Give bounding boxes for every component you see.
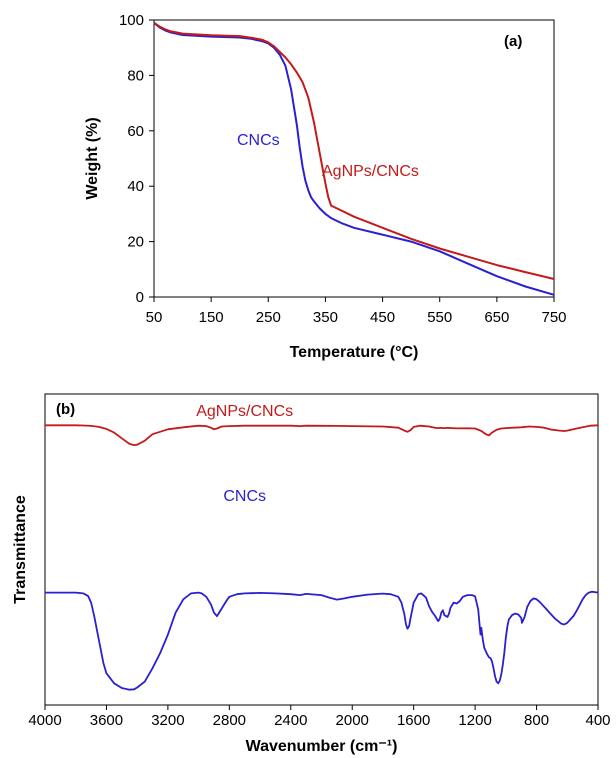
panel-a-y-tick-label: 80 (127, 67, 144, 84)
panel-a-x-tick-label: 250 (256, 309, 281, 326)
panel-b-x-tick-label: 800 (524, 712, 549, 729)
panel-b-x-tick-label: 2000 (336, 712, 369, 729)
panel-b-y-axis-title: Transmittance (12, 495, 29, 604)
panel-b-chart: (b) Wavenumber (cm⁻¹) Transmittance AgNP… (12, 393, 611, 755)
panel-b-x-tick-label: 1200 (458, 712, 491, 729)
panel-a-x-axis-title: Temperature (°C) (290, 344, 419, 361)
panel-b-x-tick-label: 1600 (397, 712, 430, 729)
panel-a-x-tick-label: 450 (370, 309, 395, 326)
panel-b-x-tick-label: 2800 (213, 712, 246, 729)
panel-b-x-tick-label: 3200 (151, 712, 184, 729)
panel-a-series-line-cncs (153, 22, 555, 296)
panel-b-series-label-agnps-cncs: AgNPs/CNCs (196, 403, 293, 420)
panel-b-x-axis-title: Wavenumber (cm⁻¹) (246, 738, 398, 755)
panel-a-label: (a) (504, 33, 522, 50)
panel-a-y-tick-label: 40 (127, 178, 144, 195)
panel-b-series-line-cncs (45, 590, 599, 691)
panel-a-series-label-agnps-cncs: AgNPs/CNCs (322, 163, 419, 180)
panel-a-x-tick-label: 150 (199, 309, 224, 326)
panel-b-label: (b) (56, 401, 75, 418)
panel-a-series-label-cncs: CNCs (237, 132, 280, 149)
panel-b-x-tick-label: 2400 (274, 712, 307, 729)
panel-a-y-tick-label: 0 (136, 289, 144, 306)
panel-a-y-tick-label: 60 (127, 123, 144, 140)
panel-a-y-axis-title: Weight (%) (84, 117, 101, 199)
panel-b-plot-frame (44, 393, 599, 706)
panel-b-x-tick-label: 400 (585, 712, 610, 729)
panel-b-series-label-cncs: CNCs (223, 488, 266, 505)
panel-a-x-tick-label: 550 (427, 309, 452, 326)
panel-a-chart: (a) Temperature (°C) Weight (%) CNCs AgN… (84, 12, 567, 361)
panel-b-x-tick-label: 4000 (28, 712, 61, 729)
panel-a-y-tick-label: 100 (119, 12, 144, 29)
panel-b-series-line-agnps-cncs (45, 424, 599, 446)
panel-a-series-line-agnps-cncs (153, 21, 555, 280)
panel-a-x-tick-label: 650 (484, 309, 509, 326)
panel-a-x-tick-label: 750 (541, 309, 566, 326)
panel-a-x-tick-label: 350 (313, 309, 338, 326)
panel-b-x-tick-label: 3600 (90, 712, 123, 729)
panel-a-x-tick-label: 50 (146, 309, 163, 326)
panel-a-plot-frame (153, 19, 555, 298)
panel-a-y-tick-label: 20 (127, 234, 144, 251)
